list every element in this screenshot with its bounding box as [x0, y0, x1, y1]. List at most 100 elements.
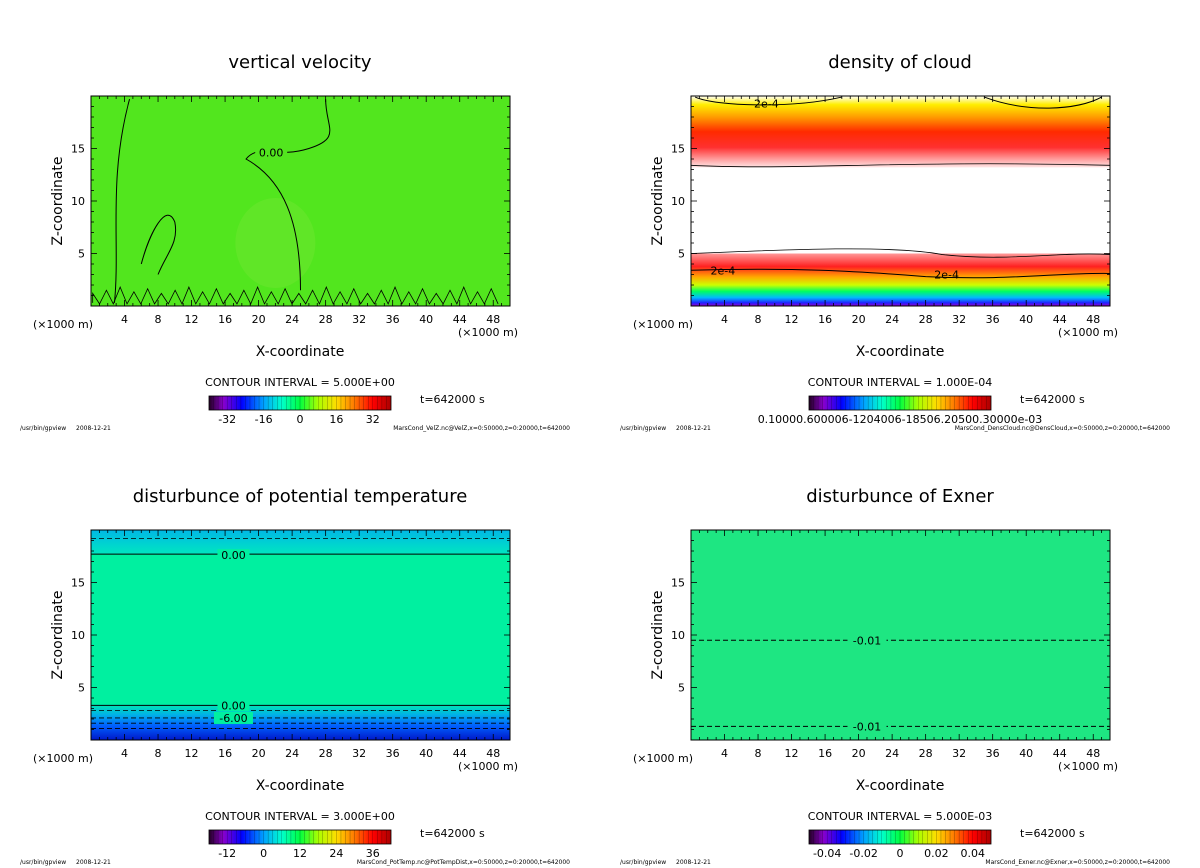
- x-tick-label: 32: [352, 313, 366, 326]
- y-axis-label: Z-coordinate: [50, 590, 66, 679]
- y-tick-label: 5: [678, 248, 685, 261]
- x-tick-label: 4: [121, 747, 128, 760]
- x-tick-label: 20: [852, 747, 866, 760]
- colorbar-tick-label: 24: [329, 847, 343, 860]
- x-tick-label: 28: [319, 313, 333, 326]
- x-tick-label: 4: [721, 747, 728, 760]
- colorbar-tick-label: 0.04: [961, 847, 986, 860]
- x-tick-label: 40: [419, 313, 433, 326]
- y-tick-label: 15: [71, 143, 85, 156]
- y-tick-label: 15: [71, 577, 85, 590]
- y-tick-label: 15: [671, 577, 685, 590]
- contour-label: 0.00: [221, 699, 246, 712]
- x-tick-label: 48: [1086, 313, 1100, 326]
- x-tick-label: 40: [1019, 313, 1033, 326]
- time-label: t=642000 s: [1020, 827, 1085, 840]
- footer-program: /usr/bin/gpview: [20, 859, 66, 866]
- contour-label: 2e-4: [934, 269, 959, 282]
- colorbar-frame: [208, 395, 392, 411]
- contour-label: 0.00: [259, 147, 284, 160]
- x-tick-label: 24: [885, 313, 899, 326]
- x-tick-label: 12: [785, 747, 799, 760]
- field-upper-band: [91, 530, 510, 555]
- contour-label: -0.01: [853, 634, 881, 647]
- time-label: t=642000 s: [1020, 393, 1085, 406]
- colorbar-tick-label: 16: [329, 413, 343, 426]
- contour-label: 2e-4: [754, 97, 779, 110]
- x-tick-label: 16: [218, 313, 232, 326]
- colorbar-tick-label: 12: [293, 847, 307, 860]
- x-tick-label: 48: [1086, 747, 1100, 760]
- x-tick-label: 20: [252, 747, 266, 760]
- contour-edge: [690, 248, 1111, 258]
- x-tick-label: 8: [755, 313, 762, 326]
- chart-panel-3: disturbunce of potential temperature 0.00…: [20, 486, 570, 866]
- y-tick-label: 15: [671, 143, 685, 156]
- x-tick-label: 48: [486, 747, 500, 760]
- x-tick-label: 44: [1053, 313, 1067, 326]
- footer-date: 2008-12-21: [76, 425, 111, 432]
- x-unit-left: (×1000 m): [33, 318, 93, 331]
- y-tick-label: 5: [78, 682, 85, 695]
- colorbar-tick-label: 0.02: [924, 847, 949, 860]
- x-tick-label: 20: [852, 313, 866, 326]
- contour-2e-4: [694, 96, 1102, 109]
- footer-date: 2008-12-21: [676, 425, 711, 432]
- contour-interval: CONTOUR INTERVAL = 1.000E-04: [808, 376, 992, 389]
- x-axis-label: X-coordinate: [256, 344, 345, 360]
- contour-label-bg: [847, 634, 887, 647]
- footer-file: MarsCond_PotTemp.nc@PotTempDist,x=0:5000…: [357, 859, 570, 866]
- x-unit-right: (×1000 m): [1058, 760, 1118, 773]
- contour-edge: [690, 163, 1111, 168]
- x-unit-right: (×1000 m): [1058, 326, 1118, 339]
- x-tick-label: 24: [885, 747, 899, 760]
- contour-label: 0.00: [221, 549, 246, 562]
- x-tick-label: 16: [818, 747, 832, 760]
- x-tick-label: 36: [386, 313, 400, 326]
- x-tick-label: 8: [755, 747, 762, 760]
- x-tick-label: 28: [319, 747, 333, 760]
- contour-interval: CONTOUR INTERVAL = 5.000E-03: [808, 810, 992, 823]
- contour-label-bg: [217, 699, 250, 712]
- contour-2e-4: [690, 268, 1111, 279]
- x-tick-label: 20: [252, 313, 266, 326]
- colorbar-tick-label: -0.02: [849, 847, 877, 860]
- x-tick-label: 12: [185, 313, 199, 326]
- x-unit-left: (×1000 m): [633, 318, 693, 331]
- plot-area: [691, 530, 1110, 740]
- y-axis-label: Z-coordinate: [650, 590, 666, 679]
- x-tick-label: 36: [386, 747, 400, 760]
- contour-zero: [140, 214, 177, 275]
- contour-label: -0.01: [853, 720, 881, 733]
- field-lower-band: [91, 704, 510, 740]
- colorbar-frame: [208, 829, 392, 845]
- footer-file: MarsCond_Exner.nc@Exner,x=0:50000,z=0:20…: [985, 859, 1170, 866]
- contour-zero: [113, 99, 131, 303]
- x-tick-label: 24: [285, 747, 299, 760]
- footer-file: MarsCond_VelZ.nc@VelZ,x=0:50000,z=0:2000…: [393, 425, 570, 432]
- x-tick-label: 4: [721, 313, 728, 326]
- time-label: t=642000 s: [420, 827, 485, 840]
- colorbar-tick-label: 0: [297, 413, 304, 426]
- x-tick-label: 8: [155, 747, 162, 760]
- colorbar-frame: [808, 829, 992, 845]
- footer-program: /usr/bin/gpview: [620, 425, 666, 432]
- footer-date: 2008-12-21: [76, 859, 111, 866]
- x-unit-right: (×1000 m): [458, 326, 518, 339]
- colorbar-tick-label: 0: [260, 847, 267, 860]
- x-tick-label: 8: [155, 313, 162, 326]
- x-tick-label: 32: [952, 747, 966, 760]
- x-tick-label: 36: [986, 313, 1000, 326]
- x-tick-label: 28: [919, 313, 933, 326]
- x-tick-label: 40: [1019, 747, 1033, 760]
- x-axis-label: X-coordinate: [856, 778, 945, 794]
- x-axis-label: X-coordinate: [856, 344, 945, 360]
- colorbar-frame: [808, 395, 992, 411]
- x-unit-right: (×1000 m): [458, 760, 518, 773]
- footer-file: MarsCond_DensCloud.nc@DensCloud,x=0:5000…: [955, 425, 1170, 432]
- chart-title: disturbunce of potential temperature: [133, 486, 468, 507]
- x-tick-label: 40: [419, 747, 433, 760]
- footer-date: 2008-12-21: [676, 859, 711, 866]
